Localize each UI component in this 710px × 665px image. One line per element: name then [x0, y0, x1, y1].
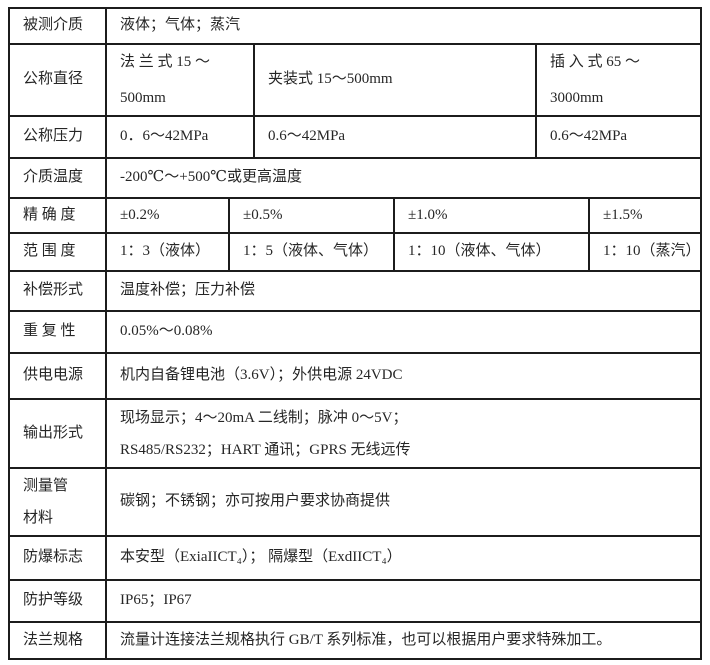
spec-value: 1：10（蒸汽） [603, 243, 700, 260]
table-row-nominal-diameter: 公称直径 法 兰 式 15 ～ 500mm 夹装式 15～500mm 插 入 式… [10, 45, 700, 117]
spec-value: 1：10（液体、气体） [395, 234, 590, 270]
spec-value: 0.6～42MPa [255, 117, 537, 157]
spec-value: 0．6～42MPa [107, 117, 255, 157]
spec-value: ±0.5% [230, 199, 395, 232]
spec-label: 被测介质 [10, 9, 107, 43]
spec-label: 测量管 材料 [10, 469, 107, 535]
spec-value: 本安型（ExiaIICT₄）； 隔爆型（ExdIICT₄） [120, 549, 402, 566]
table-row-flange-spec: 法兰规格 流量计连接法兰规格执行 GB/T 系列标准，也可以根据用户要求特殊加工… [10, 623, 700, 658]
spec-label: 输出形式 [10, 400, 107, 467]
table-row-power-supply: 供电电源 机内自备锂电池（3.6V）；外供电源 24VDC [10, 354, 700, 400]
spec-label: 介质温度 [10, 159, 107, 197]
spec-label: 补偿形式 [10, 272, 107, 310]
spec-value: 液体；气体；蒸汽 [120, 17, 241, 34]
spec-value: ±0.2% [107, 199, 230, 232]
spec-value: 温度补偿；压力补偿 [120, 282, 256, 299]
spec-value: IP65；IP67 [120, 592, 192, 609]
table-row-explosion-proof-mark: 防爆标志 本安型（ExiaIICT₄）； 隔爆型（ExdIICT₄） [10, 537, 700, 581]
spec-label: 重 复 性 [10, 312, 107, 352]
spec-label: 公称直径 [10, 45, 107, 115]
spec-label: 供电电源 [10, 354, 107, 398]
spec-value: 1：3（液体） [107, 234, 230, 270]
spec-value: 碳钢；不锈钢；亦可按用户要求协商提供 [120, 493, 391, 510]
spec-value: ±1.0% [395, 199, 590, 232]
spec-value: 现场显示；4～20mA 二线制；脉冲 0～5V； RS485/RS232；HAR… [120, 409, 411, 458]
spec-table: 被测介质 液体；气体；蒸汽 公称直径 法 兰 式 15 ～ 500mm 夹装式 … [8, 7, 702, 660]
spec-label: 精 确 度 [10, 199, 107, 232]
table-row-repeatability: 重 复 性 0.05%～0.08% [10, 312, 700, 354]
spec-value: 插 入 式 65 ～ 3000mm [550, 54, 641, 106]
spec-value: 夹装式 15～500mm [255, 45, 537, 115]
table-row-nominal-pressure: 公称压力 0．6～42MPa 0.6～42MPa 0.6～42MPa [10, 117, 700, 159]
table-row-turndown-ratio: 范 围 度 1：3（液体） 1：5（液体、气体） 1：10（液体、气体） 1：1… [10, 234, 700, 272]
spec-value: 机内自备锂电池（3.6V）；外供电源 24VDC [120, 367, 403, 384]
spec-label: 防爆标志 [10, 537, 107, 579]
table-row-measured-medium: 被测介质 液体；气体；蒸汽 [10, 9, 700, 45]
spec-label: 法兰规格 [10, 623, 107, 658]
table-row-output-form: 输出形式 现场显示；4～20mA 二线制；脉冲 0～5V； RS485/RS23… [10, 400, 700, 469]
table-row-protection-class: 防护等级 IP65；IP67 [10, 581, 700, 623]
table-row-compensation: 补偿形式 温度补偿；压力补偿 [10, 272, 700, 312]
spec-label: 公称压力 [10, 117, 107, 157]
spec-value: -200℃～+500℃或更高温度 [120, 169, 303, 186]
spec-value: ±1.5% [603, 206, 643, 223]
spec-label: 范 围 度 [10, 234, 107, 270]
spec-value: 法 兰 式 15 ～ 500mm [107, 45, 255, 115]
spec-value: 0.05%～0.08% [120, 323, 213, 340]
table-row-tube-material: 测量管 材料 碳钢；不锈钢；亦可按用户要求协商提供 [10, 469, 700, 537]
spec-value: 1：5（液体、气体） [230, 234, 395, 270]
spec-value: 流量计连接法兰规格执行 GB/T 系列标准，也可以根据用户要求特殊加工。 [120, 631, 612, 648]
table-row-accuracy: 精 确 度 ±0.2% ±0.5% ±1.0% ±1.5% [10, 199, 700, 234]
table-row-medium-temperature: 介质温度 -200℃～+500℃或更高温度 [10, 159, 700, 199]
spec-value: 0.6～42MPa [550, 128, 628, 145]
spec-label: 防护等级 [10, 581, 107, 621]
